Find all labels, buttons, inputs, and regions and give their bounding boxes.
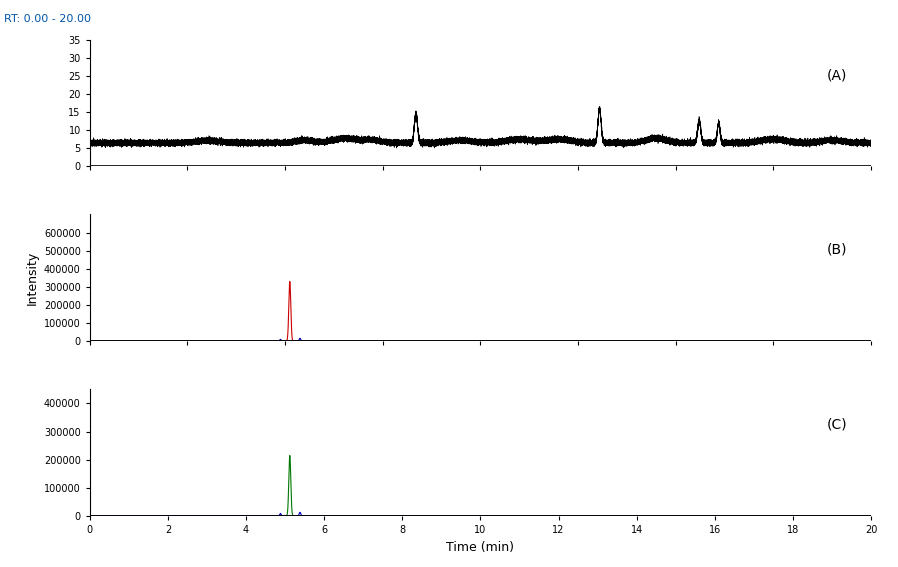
Text: RT: 0.00 - 20.00: RT: 0.00 - 20.00 [4, 14, 92, 24]
Text: (B): (B) [827, 243, 848, 257]
X-axis label: Time (min): Time (min) [446, 540, 515, 553]
Text: (C): (C) [827, 418, 848, 431]
Text: (A): (A) [827, 68, 848, 82]
Y-axis label: Intensity: Intensity [25, 251, 39, 305]
